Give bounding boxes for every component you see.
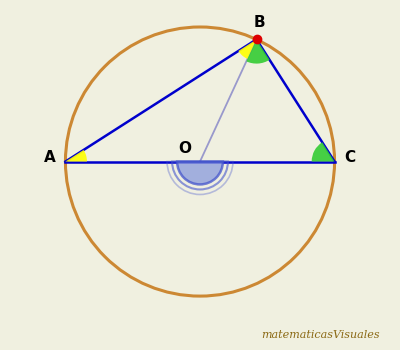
Wedge shape — [66, 150, 87, 162]
Wedge shape — [246, 39, 270, 64]
Text: O: O — [179, 141, 192, 156]
Text: matematicasVisuales: matematicasVisuales — [261, 330, 380, 340]
Text: C: C — [344, 150, 355, 165]
Wedge shape — [312, 142, 334, 162]
Wedge shape — [238, 39, 256, 59]
Wedge shape — [177, 162, 223, 184]
Text: A: A — [44, 150, 56, 165]
Text: B: B — [253, 15, 265, 30]
